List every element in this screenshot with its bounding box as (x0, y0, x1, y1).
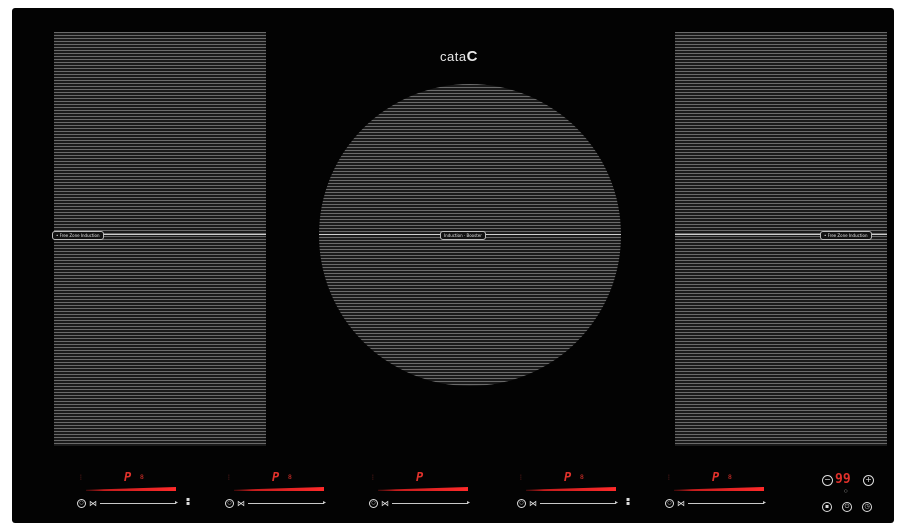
slider-track[interactable] (248, 503, 324, 504)
right-zone-label: • Free Zone Induction (820, 231, 872, 240)
arrow-icon: ▸ (175, 499, 179, 506)
power-slider[interactable] (378, 487, 468, 491)
bridge-icon[interactable]: ⋈ (529, 499, 537, 508)
power-slider[interactable] (86, 487, 176, 491)
brand-logo-mark: C (466, 48, 478, 65)
heat-indicator: ⋮ (518, 474, 524, 481)
timer-plus-button[interactable]: + (863, 475, 874, 486)
arrow-icon: ▸ (615, 499, 619, 506)
power-icon[interactable]: ⏻ (842, 502, 852, 512)
power-suffix: 8 (580, 474, 584, 481)
brand-logo: cataC (440, 48, 478, 65)
power-ring-icon[interactable]: ○ (369, 499, 378, 508)
timer-minus-button[interactable]: − (822, 475, 833, 486)
power-suffix: 8 (288, 474, 292, 481)
bridge-icon[interactable]: ⋈ (677, 499, 685, 508)
power-display: P (272, 470, 280, 484)
power-ring-icon[interactable]: ○ (77, 499, 86, 508)
power-suffix: 8 (140, 474, 144, 481)
power-display: P (712, 470, 720, 484)
power-slider[interactable] (234, 487, 324, 491)
zone-control-5[interactable]: ⋮ P 8 ○ ⋈ ▸ (665, 468, 776, 516)
zone-control-1[interactable]: ⋮ P 8 ○ ⋈ ▸ ▪ ▪ (77, 468, 191, 516)
zone-control-4[interactable]: ⋮ P 8 ○ ⋈ ▸ ▪ ▪ (517, 468, 631, 516)
arrow-icon: ▸ (323, 499, 327, 506)
power-display: P (564, 470, 572, 484)
power-display: P (416, 470, 424, 484)
bridge-icon[interactable]: ⋈ (89, 499, 97, 508)
timer-display: 99 (835, 472, 851, 487)
heat-indicator: ⋮ (226, 474, 232, 481)
power-ring-icon[interactable]: ○ (665, 499, 674, 508)
timer-panel[interactable]: − 99 + ○ ▪ ⏻ ◷ (822, 471, 882, 519)
zone-control-3[interactable]: ⋮ P ○ ⋈ ▸ (369, 468, 480, 516)
left-zone-label: • Free Zone Induction (52, 231, 104, 240)
arrow-icon: ▸ (763, 499, 767, 506)
heat-indicator: ⋮ (78, 474, 84, 481)
power-display: P (124, 470, 132, 484)
timer-label: ○ (844, 488, 848, 493)
bridge-icon[interactable]: ⋈ (381, 499, 389, 508)
slider-track[interactable] (100, 503, 176, 504)
right-zone-divider (675, 234, 887, 235)
heat-indicator: ⋮ (370, 474, 376, 481)
power-ring-icon[interactable]: ○ (225, 499, 234, 508)
center-zone-label: Induction · Booster (440, 231, 486, 240)
zone-control-2[interactable]: ⋮ P 8 ○ ⋈ ▸ (225, 468, 336, 516)
zone-select-icon[interactable]: ▪ ▪ (186, 496, 191, 507)
lock-icon[interactable]: ▪ (822, 502, 832, 512)
power-suffix: 8 (728, 474, 732, 481)
power-ring-icon[interactable]: ○ (517, 499, 526, 508)
heat-indicator: ⋮ (666, 474, 672, 481)
arrow-icon: ▸ (467, 499, 471, 506)
clock-icon[interactable]: ◷ (862, 502, 872, 512)
zone-select-icon[interactable]: ▪ ▪ (626, 496, 631, 507)
cooktop-glass: • Free Zone Induction Induction · Booste… (12, 8, 894, 523)
left-zone-divider (54, 234, 266, 235)
bridge-icon[interactable]: ⋈ (237, 499, 245, 508)
power-slider[interactable] (526, 487, 616, 491)
power-slider[interactable] (674, 487, 764, 491)
slider-track[interactable] (392, 503, 468, 504)
slider-track[interactable] (688, 503, 764, 504)
brand-logo-text: cata (440, 49, 467, 64)
slider-track[interactable] (540, 503, 616, 504)
